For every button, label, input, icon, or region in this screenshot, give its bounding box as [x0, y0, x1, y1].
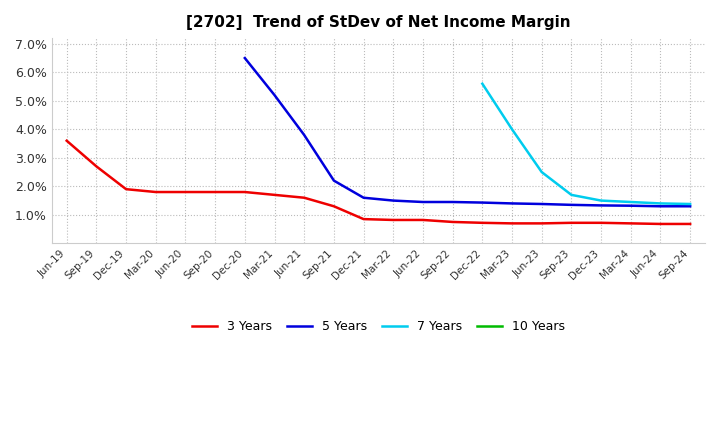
3 Years: [359, 216, 368, 222]
5 Years: [686, 204, 695, 209]
3 Years: [449, 219, 457, 224]
3 Years: [330, 204, 338, 209]
5 Years: [626, 203, 635, 209]
7 Years: [537, 169, 546, 175]
5 Years: [508, 201, 516, 206]
Line: 5 Years: 5 Years: [245, 58, 690, 206]
3 Years: [122, 187, 130, 192]
3 Years: [626, 221, 635, 226]
3 Years: [211, 189, 220, 194]
3 Years: [508, 221, 516, 226]
Legend: 3 Years, 5 Years, 7 Years, 10 Years: 3 Years, 5 Years, 7 Years, 10 Years: [186, 315, 570, 338]
3 Years: [300, 195, 309, 200]
5 Years: [389, 198, 397, 203]
3 Years: [181, 189, 190, 194]
5 Years: [567, 202, 576, 208]
5 Years: [418, 199, 427, 205]
5 Years: [330, 178, 338, 183]
7 Years: [567, 192, 576, 198]
3 Years: [63, 138, 71, 143]
7 Years: [686, 202, 695, 207]
5 Years: [537, 202, 546, 207]
3 Years: [270, 192, 279, 198]
Line: 7 Years: 7 Years: [482, 84, 690, 204]
5 Years: [359, 195, 368, 200]
7 Years: [478, 81, 487, 86]
3 Years: [418, 217, 427, 223]
5 Years: [240, 55, 249, 61]
Line: 3 Years: 3 Years: [67, 141, 690, 224]
3 Years: [151, 189, 160, 194]
5 Years: [656, 204, 665, 209]
5 Years: [449, 199, 457, 205]
5 Years: [270, 92, 279, 98]
7 Years: [626, 199, 635, 205]
5 Years: [597, 203, 606, 208]
3 Years: [597, 220, 606, 225]
5 Years: [478, 200, 487, 205]
7 Years: [597, 198, 606, 203]
7 Years: [656, 201, 665, 206]
3 Years: [656, 221, 665, 227]
3 Years: [389, 217, 397, 223]
3 Years: [686, 221, 695, 227]
3 Years: [240, 189, 249, 194]
3 Years: [92, 164, 101, 169]
3 Years: [567, 220, 576, 225]
5 Years: [300, 132, 309, 138]
3 Years: [478, 220, 487, 225]
Title: [2702]  Trend of StDev of Net Income Margin: [2702] Trend of StDev of Net Income Marg…: [186, 15, 571, 30]
7 Years: [508, 127, 516, 132]
3 Years: [537, 221, 546, 226]
